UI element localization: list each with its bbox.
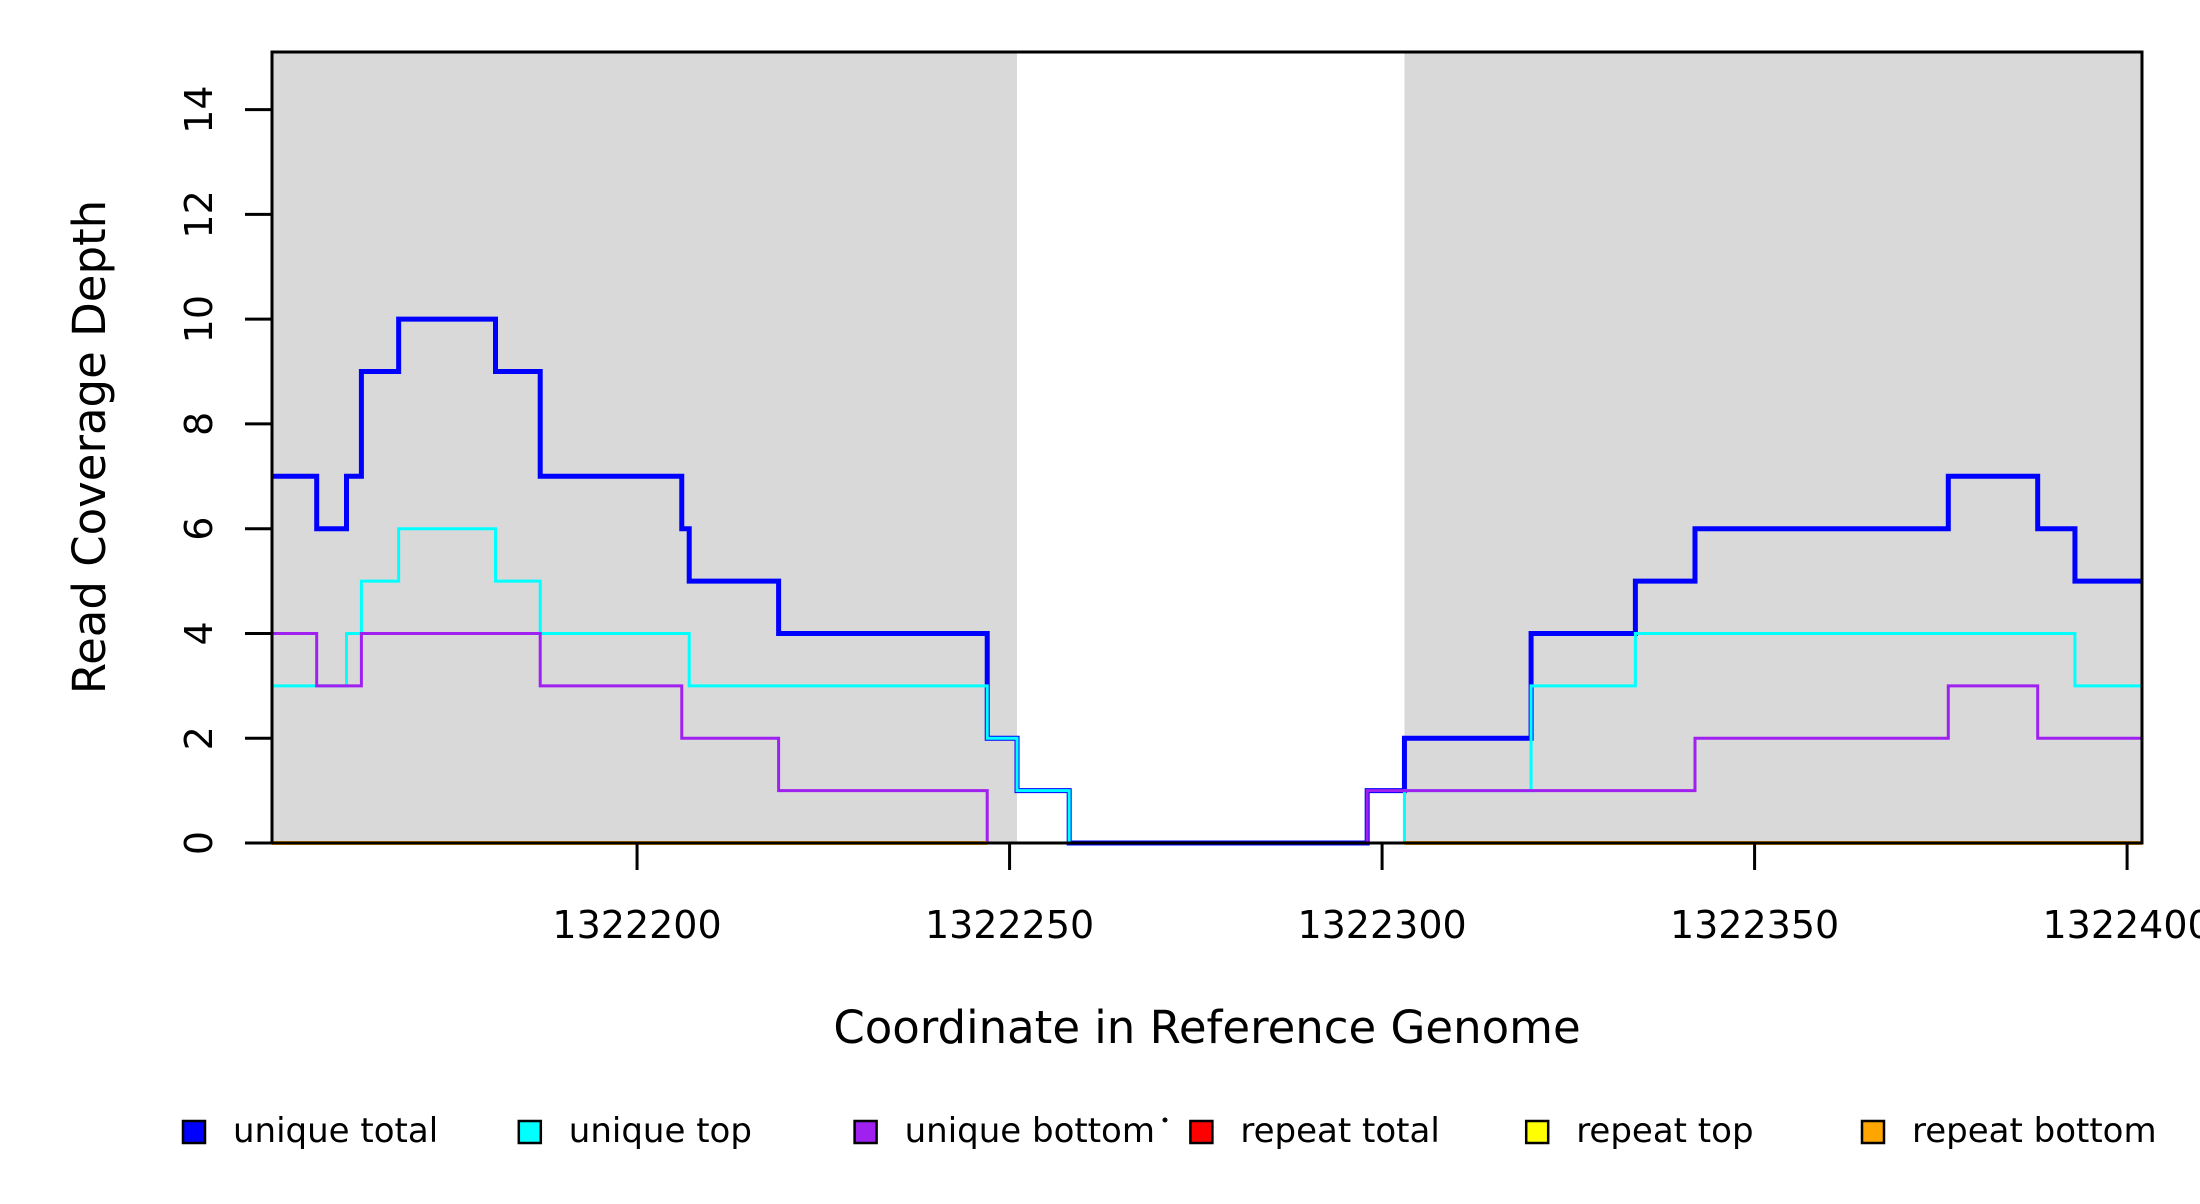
y-tick-label: 10: [177, 295, 221, 343]
legend-item-unique-bottom: unique bottom: [853, 1111, 1155, 1151]
legend: unique total unique top unique bottom repea…: [181, 1111, 2157, 1151]
x-tick-label: 1322400: [2042, 903, 2200, 947]
covered-region-right: [1404, 52, 2142, 843]
y-tick-label: 0: [177, 831, 221, 855]
legend-label: repeat total: [1240, 1111, 1439, 1151]
y-tick-label: 6: [177, 517, 221, 541]
legend-swatch: [1189, 1119, 1214, 1145]
x-tick-label: 1322200: [552, 903, 721, 947]
x-tick-label: 1322300: [1297, 903, 1466, 947]
legend-swatch: [853, 1119, 878, 1145]
y-tick-label: 12: [177, 190, 221, 238]
legend-item-unique-top: unique top: [517, 1111, 752, 1151]
series-unique-top: [272, 527, 2142, 845]
y-axis: 0 2 4 6 8 10 12 14: [177, 85, 272, 855]
legend-swatch: [1860, 1119, 1886, 1145]
legend-label: unique top: [569, 1111, 752, 1151]
series-unique-bottom: [272, 631, 2142, 845]
x-tick-label: 1322350: [1670, 903, 1839, 947]
legend-swatch: [181, 1119, 207, 1145]
series-lines: [272, 316, 2142, 846]
legend-item-repeat-total: repeat total: [1189, 1111, 1440, 1151]
x-axis-title: Coordinate in Reference Genome: [833, 1001, 1580, 1054]
plot-box-border: [270, 50, 2144, 845]
legend-item-repeat-bottom: repeat bottom: [1860, 1111, 2157, 1151]
y-axis-title: Read Coverage Depth: [63, 200, 116, 694]
x-axis: 1322200 1322250 1322300 1322350 1322400: [552, 843, 2200, 947]
legend-item-unique-total: unique total: [181, 1111, 438, 1151]
shaded-regions: [272, 52, 2142, 843]
stray-point-dot: [1162, 1117, 1168, 1123]
x-tick-label: 1322250: [925, 903, 1094, 947]
y-tick-label: 14: [177, 85, 221, 133]
legend-label: repeat top: [1576, 1111, 1753, 1151]
legend-swatch: [1524, 1119, 1550, 1145]
legend-label: repeat bottom: [1912, 1111, 2157, 1151]
y-tick-label: 2: [177, 726, 221, 750]
legend-swatch: [517, 1119, 543, 1145]
legend-item-repeat-top: repeat top: [1524, 1111, 1754, 1151]
legend-label: unique bottom: [905, 1111, 1155, 1151]
legend-label: unique total: [233, 1111, 438, 1151]
y-tick-label: 8: [177, 412, 221, 436]
y-tick-label: 4: [177, 621, 221, 645]
covered-region-left: [272, 52, 1018, 843]
